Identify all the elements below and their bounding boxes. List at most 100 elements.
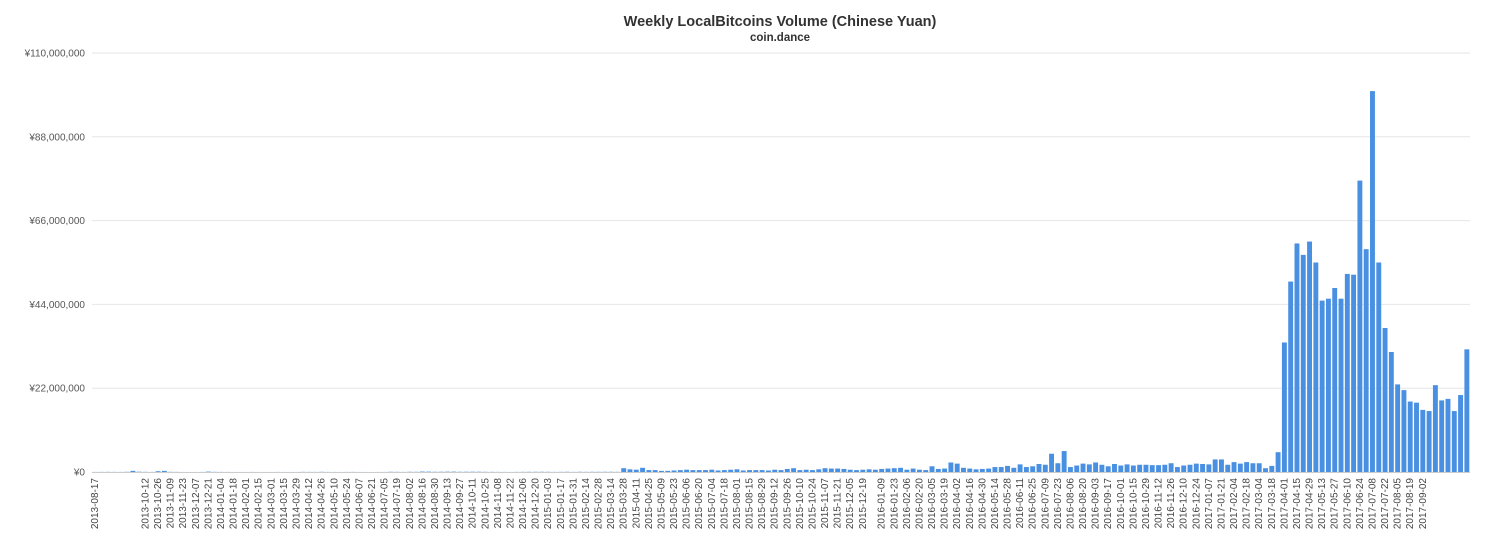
bar[interactable] [835,468,841,472]
bar[interactable] [1086,464,1092,472]
bar[interactable] [904,469,910,472]
bar[interactable] [734,469,740,472]
bar[interactable] [1118,465,1124,472]
bar[interactable] [998,467,1004,472]
bar[interactable] [1420,409,1426,472]
bar[interactable] [979,468,985,472]
bar[interactable] [1137,464,1143,472]
bar[interactable] [690,470,696,472]
bar[interactable] [1017,464,1023,472]
bar[interactable] [891,468,897,472]
bar[interactable] [684,469,690,472]
bar[interactable] [1445,398,1451,472]
bar[interactable] [791,468,797,472]
bar[interactable] [1055,463,1061,472]
bar[interactable] [803,469,809,472]
bar[interactable] [627,469,633,472]
bar[interactable] [954,463,960,472]
bar[interactable] [1401,390,1407,472]
bar[interactable] [847,469,853,472]
bar[interactable] [1370,91,1375,472]
bar[interactable] [665,470,671,472]
bar[interactable] [916,469,922,472]
bar[interactable] [1231,462,1237,472]
bar[interactable] [747,470,752,472]
bar[interactable] [765,470,771,472]
bar[interactable] [784,468,790,472]
bar[interactable] [1112,464,1117,472]
bar[interactable] [740,470,746,472]
bar[interactable] [973,469,979,472]
bar[interactable] [1149,465,1155,472]
bar[interactable] [696,470,702,472]
bar[interactable] [841,468,847,472]
bar[interactable] [1357,180,1363,472]
bar[interactable] [1193,463,1199,472]
bar[interactable] [1206,464,1212,472]
bar[interactable] [1275,452,1281,472]
bar[interactable] [1382,328,1388,472]
bar[interactable] [910,468,916,472]
bar[interactable] [816,469,822,472]
bar[interactable] [130,470,136,472]
bar[interactable] [1143,464,1149,472]
bar[interactable] [1338,298,1344,472]
bar[interactable] [1011,467,1017,472]
bar[interactable] [652,470,658,472]
bar[interactable] [721,470,727,472]
bar[interactable] [860,469,866,472]
bar[interactable] [1181,465,1187,472]
bar[interactable] [1156,465,1161,472]
bar[interactable] [1288,281,1294,472]
bar[interactable] [1407,401,1413,472]
bar[interactable] [1023,467,1029,472]
bar[interactable] [671,470,677,472]
bar[interactable] [1432,385,1438,472]
bar[interactable] [677,470,683,472]
bar[interactable] [709,469,715,472]
bar[interactable] [1307,241,1312,472]
bar[interactable] [1464,349,1470,472]
bar[interactable] [715,470,721,472]
bar[interactable] [1105,466,1111,472]
bar[interactable] [1042,464,1048,472]
bar[interactable] [929,466,935,472]
bar[interactable] [621,468,627,472]
bar[interactable] [728,469,734,472]
bar[interactable] [1237,463,1243,472]
bar[interactable] [828,468,834,472]
bar[interactable] [1351,274,1357,472]
bar[interactable] [1219,459,1224,472]
bar[interactable] [1030,466,1036,472]
bar[interactable] [1319,300,1325,472]
bar[interactable] [1049,453,1055,472]
bar[interactable] [1187,464,1193,472]
bar[interactable] [753,470,759,472]
bar[interactable] [155,471,161,472]
bar[interactable] [885,468,891,472]
bar[interactable] [923,470,929,472]
bar[interactable] [1174,467,1180,472]
bar[interactable] [1036,464,1042,472]
bar[interactable] [1200,464,1206,472]
bar[interactable] [633,469,639,472]
bar[interactable] [948,462,954,472]
bar[interactable] [854,470,859,472]
bar[interactable] [961,467,966,472]
bar[interactable] [778,470,784,472]
bar[interactable] [1281,342,1287,472]
bar[interactable] [1162,464,1168,472]
bar[interactable] [1074,465,1080,472]
bar[interactable] [703,470,708,472]
bar[interactable] [942,468,948,472]
bar[interactable] [1414,402,1419,472]
bar[interactable] [646,470,652,472]
bar[interactable] [161,470,167,472]
bar[interactable] [1395,384,1401,472]
bar[interactable] [866,469,872,472]
bar[interactable] [1376,262,1382,473]
bar[interactable] [1244,462,1250,472]
bar[interactable] [822,468,828,472]
bar[interactable] [1313,262,1319,473]
bar[interactable] [1300,254,1306,472]
